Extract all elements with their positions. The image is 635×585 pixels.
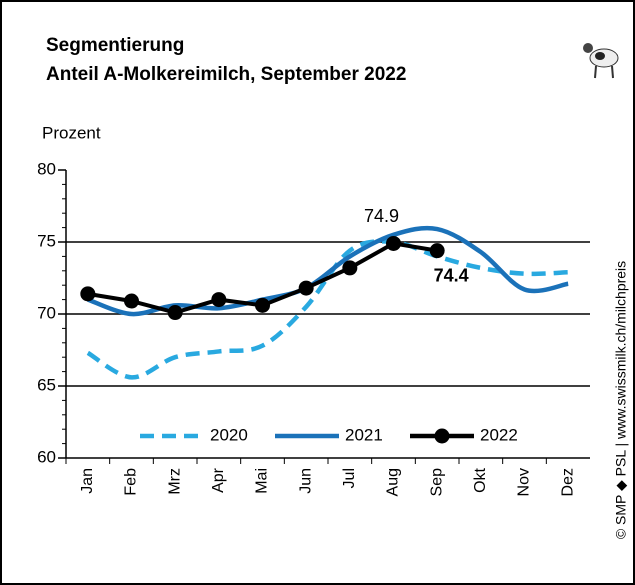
data-label: 74.9 xyxy=(364,206,399,226)
y-tick-label: 75 xyxy=(37,231,56,250)
x-tick-label: Sep xyxy=(428,468,445,497)
x-tick-label: Aug xyxy=(385,468,402,496)
series-line xyxy=(86,239,569,380)
series-line xyxy=(87,225,569,317)
y-tick-label: 65 xyxy=(37,375,56,394)
data-point xyxy=(167,305,183,321)
legend-label: 2021 xyxy=(345,425,383,444)
x-tick-label: Jan xyxy=(79,468,96,494)
y-axis-label: Prozent xyxy=(42,123,101,142)
chart-subtitle: Anteil A-Molkereimilch, September 2022 xyxy=(46,64,406,85)
data-point xyxy=(342,260,358,276)
x-tick-label: Jun xyxy=(297,468,314,494)
x-tick-label: Feb xyxy=(123,468,140,496)
x-tick-label: Okt xyxy=(472,467,489,492)
legend-label: 2022 xyxy=(480,425,518,444)
x-tick-label: Jul xyxy=(341,468,358,488)
y-tick-label: 80 xyxy=(37,159,56,178)
x-tick-label: Mai xyxy=(254,468,271,494)
data-point xyxy=(124,293,139,309)
x-tick-label: Nov xyxy=(516,468,533,496)
legend-label: 2020 xyxy=(210,425,248,444)
legend-marker xyxy=(434,428,450,444)
data-point xyxy=(255,297,270,313)
data-label: 74.4 xyxy=(434,265,469,285)
y-tick-label: 60 xyxy=(37,447,56,466)
chart-title: Segmentierung xyxy=(46,35,184,56)
source: © SMP ◆ PSL | www.swissmilk.ch/milchprei… xyxy=(613,261,629,539)
x-tick-label: Apr xyxy=(210,467,227,493)
x-tick-label: Mrz xyxy=(166,468,183,495)
x-tick-label: Dez xyxy=(559,468,576,496)
data-point xyxy=(429,243,445,259)
data-point xyxy=(211,292,227,308)
data-point xyxy=(386,235,401,251)
data-point xyxy=(298,280,314,296)
data-point xyxy=(80,286,96,302)
y-tick-label: 70 xyxy=(37,303,56,322)
cow-icon xyxy=(583,43,619,79)
